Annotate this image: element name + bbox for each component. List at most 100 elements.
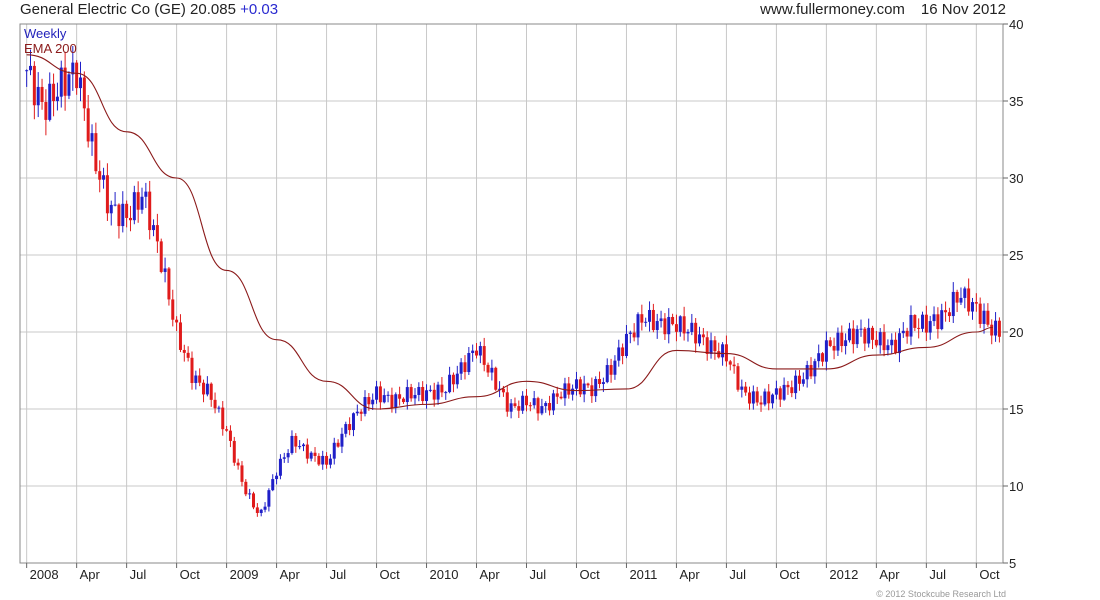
candle-body <box>874 339 878 346</box>
x-axis-ticks: 2008 Apr Jul Oct 2009 Apr Jul Oct 2010 Apr Jul Oct 2… <box>26 563 1000 582</box>
site-url[interactable]: www.fullermoney.com <box>760 1 905 18</box>
candle-body <box>344 424 348 434</box>
candle-body <box>71 62 75 75</box>
candle-body <box>248 493 252 495</box>
chart-date: 16 Nov 2012 <box>920 1 1006 18</box>
candle-body <box>236 462 240 466</box>
candle-body <box>794 375 798 394</box>
candle-body <box>970 302 974 312</box>
candle-body <box>763 391 767 405</box>
candle-body <box>517 406 521 411</box>
x-tick-label: Jul <box>330 567 347 582</box>
candle-body <box>636 314 640 338</box>
candle-body <box>417 386 421 395</box>
candle-body <box>451 374 455 385</box>
candle-body <box>375 386 379 400</box>
ema-200-line <box>26 54 994 410</box>
candle-body <box>455 373 459 385</box>
candle-body <box>182 349 186 353</box>
chart-source: www.fullermoney.com 16 Nov 2012 <box>760 0 1006 22</box>
candle-body <box>617 347 621 361</box>
candle-body <box>732 364 736 367</box>
candle-body <box>921 314 925 329</box>
candle-body <box>336 442 340 447</box>
candle-body <box>63 67 67 96</box>
candle-body <box>621 347 625 357</box>
candle-body <box>340 433 344 447</box>
candle-body <box>886 345 890 351</box>
y-tick-label: 10 <box>1009 479 1023 494</box>
candle-body <box>190 357 194 383</box>
candle-body <box>747 392 751 404</box>
candle-body <box>405 387 409 403</box>
candle-body <box>997 320 1001 337</box>
y-tick-label: 35 <box>1009 94 1023 109</box>
candle-body <box>551 393 555 411</box>
candle-body <box>605 365 609 383</box>
candle-body <box>48 83 52 120</box>
x-tick-label: Apr <box>480 567 501 582</box>
candle-body <box>29 65 33 71</box>
candle-body <box>644 321 648 323</box>
candle-body <box>740 386 744 390</box>
candle-body <box>313 452 317 456</box>
candle-body <box>390 394 394 409</box>
candle-body <box>44 101 48 120</box>
candle-body <box>655 321 659 331</box>
candle-body <box>540 406 544 414</box>
candle-body <box>582 383 586 395</box>
candle-body <box>40 86 44 102</box>
candle-body <box>259 509 263 513</box>
candle-body <box>478 346 482 356</box>
candle-body <box>978 303 982 324</box>
x-tick-label: Oct <box>180 567 201 582</box>
candle-body <box>694 322 698 344</box>
candle-body <box>159 241 163 272</box>
candle-body <box>778 388 782 400</box>
candle-body <box>328 458 332 465</box>
candle-body <box>567 383 571 395</box>
chart-title: General Electric Co (GE) 20.085 +0.03 <box>20 0 278 22</box>
title-text: General Electric Co (GE) 20.085 <box>20 1 236 18</box>
candle-body <box>751 391 755 404</box>
candle-body <box>386 394 390 396</box>
candle-body <box>144 191 148 197</box>
candle-body <box>363 397 367 414</box>
candle-body <box>528 405 532 407</box>
x-tick-label: Apr <box>280 567 301 582</box>
candle-body <box>498 388 502 390</box>
candle-body <box>267 490 271 507</box>
candle-body <box>444 392 448 394</box>
y-tick-label: 20 <box>1009 325 1023 340</box>
candle-body <box>601 382 605 385</box>
candle-body <box>786 384 790 388</box>
candle-body <box>132 192 136 221</box>
x-tick-label: Jul <box>130 567 147 582</box>
candle-body <box>986 310 990 325</box>
candle-body <box>348 424 352 431</box>
candle-body <box>221 407 225 430</box>
candle-body <box>882 332 886 351</box>
candle-body <box>513 403 517 407</box>
candle-body <box>98 171 102 180</box>
candle-body <box>67 74 71 96</box>
candle-body <box>871 327 875 340</box>
candle-body <box>271 479 275 491</box>
candle-body <box>194 375 198 383</box>
candle-body <box>59 67 63 97</box>
candle-body <box>290 435 294 454</box>
candle-body <box>640 314 644 323</box>
candle-body <box>817 353 821 362</box>
candle-body <box>832 345 836 351</box>
candle-body <box>282 457 286 459</box>
candle-body <box>255 507 259 513</box>
candle-body <box>759 402 763 405</box>
legend-weekly: Weekly <box>24 26 67 41</box>
candle-body <box>682 316 686 334</box>
candle-body <box>171 299 175 320</box>
candle-body <box>109 204 113 214</box>
candle-body <box>490 367 494 373</box>
x-tick-label: 2008 <box>30 567 59 582</box>
candle-body <box>125 203 129 218</box>
candle-body <box>717 351 721 358</box>
